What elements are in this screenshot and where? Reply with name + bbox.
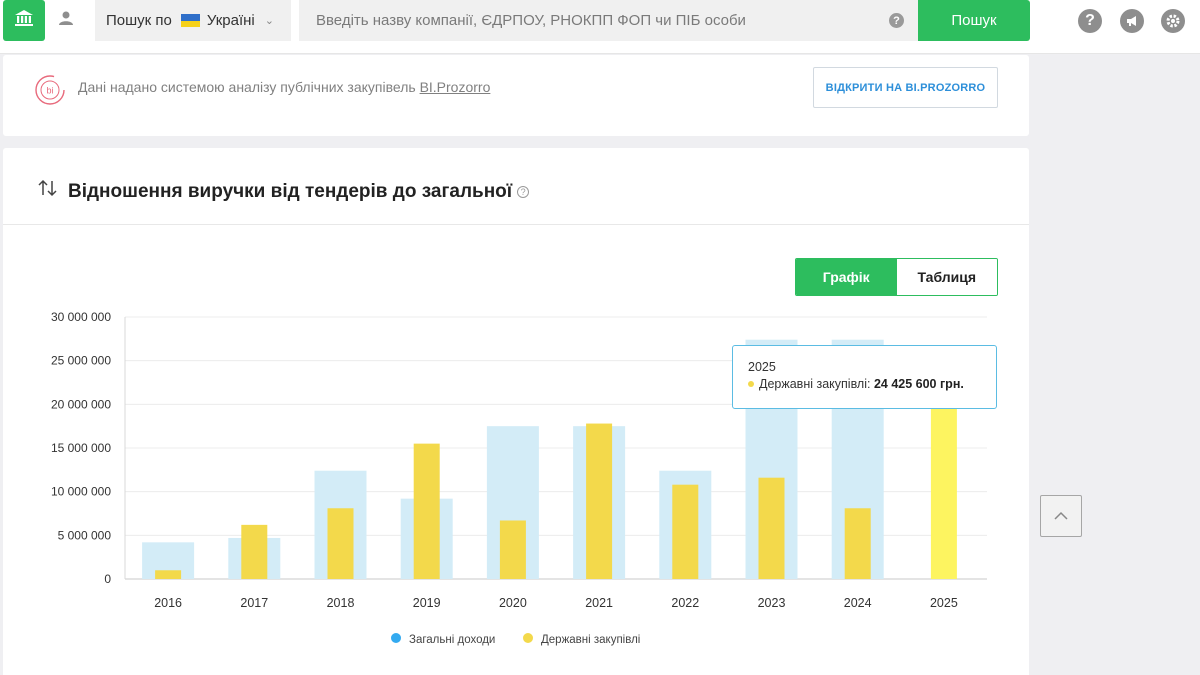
revenue-bar-chart: 0 5 000 000 10 000 000 15 000 000 20 000 000… bbox=[51, 310, 987, 646]
svg-text:bi: bi bbox=[46, 86, 53, 96]
scroll-to-top-button[interactable] bbox=[1040, 495, 1082, 537]
search-button[interactable]: Пошук bbox=[918, 0, 1030, 41]
y-tick-label: 0 bbox=[104, 572, 111, 586]
x-tick-label: 2025 bbox=[930, 596, 958, 610]
bar-gov-2019 bbox=[413, 443, 440, 579]
legend-total-marker bbox=[391, 633, 401, 643]
settings-icon[interactable] bbox=[1161, 9, 1185, 33]
x-tick-label: 2022 bbox=[671, 596, 699, 610]
view-toggle: Графік Таблиця bbox=[795, 258, 998, 296]
chart-tooltip: 2025 Державні закупівлі: 24 425 600 грн. bbox=[732, 345, 997, 409]
y-tick-label: 10 000 000 bbox=[51, 485, 111, 499]
x-tick-label: 2016 bbox=[154, 596, 182, 610]
x-tick-label: 2024 bbox=[844, 596, 872, 610]
x-tick-label: 2020 bbox=[499, 596, 527, 610]
country-label: Україні bbox=[206, 12, 255, 29]
y-tick-label: 30 000 000 bbox=[51, 310, 111, 324]
bar-gov-2023 bbox=[758, 477, 785, 579]
x-tick-label: 2018 bbox=[327, 596, 355, 610]
bar-gov-2022 bbox=[672, 484, 699, 579]
x-tick-label: 2023 bbox=[758, 596, 786, 610]
country-select[interactable]: Пошук по Україні ⌄ bbox=[95, 0, 291, 41]
data-source-text: Дані надано системою аналізу публічних з… bbox=[78, 79, 491, 95]
announcement-icon[interactable] bbox=[1120, 9, 1144, 33]
search-input[interactable] bbox=[316, 12, 876, 29]
legend-gov-label: Державні закупівлі bbox=[541, 634, 640, 646]
user-icon bbox=[58, 10, 74, 31]
chevron-down-icon: ⌄ bbox=[264, 15, 274, 27]
y-tick-label: 20 000 000 bbox=[51, 397, 111, 411]
section-title: Відношення виручки від тендерів до загал… bbox=[68, 181, 530, 203]
legend-total-label: Загальні доходи bbox=[409, 634, 495, 646]
y-tick-label: 5 000 000 bbox=[58, 528, 112, 542]
section-header: Відношення виручки від тендерів до загал… bbox=[3, 148, 1029, 225]
search-help-icon[interactable]: ? bbox=[889, 13, 904, 28]
sort-arrows-icon bbox=[36, 178, 60, 198]
revenue-ratio-card: Відношення виручки від тендерів до загал… bbox=[3, 148, 1029, 675]
x-tick-label: 2019 bbox=[413, 596, 441, 610]
home-button[interactable] bbox=[3, 0, 45, 41]
bar-gov-2017 bbox=[241, 524, 268, 579]
top-bar: Пошук по Україні ⌄ ? Пошук ? bbox=[0, 0, 1200, 54]
tab-table[interactable]: Таблиця bbox=[896, 259, 997, 295]
tooltip-year: 2025 bbox=[748, 360, 776, 374]
bi-prozorro-logo-icon: bi bbox=[34, 74, 66, 106]
bar-gov-2021 bbox=[586, 423, 613, 579]
y-tick-label: 25 000 000 bbox=[51, 354, 111, 368]
ukraine-flag-icon bbox=[180, 14, 200, 27]
legend-gov-marker bbox=[523, 633, 533, 643]
help-icon[interactable]: ? bbox=[517, 186, 530, 198]
data-source-card: bi Дані надано системою аналізу публічни… bbox=[3, 55, 1029, 136]
search-prefix-label: Пошук по bbox=[106, 12, 172, 29]
y-tick-label: 15 000 000 bbox=[51, 441, 111, 455]
search-field bbox=[299, 0, 919, 41]
bar-gov-2018 bbox=[327, 508, 354, 579]
bi-prozorro-link[interactable]: BI.Prozorro bbox=[419, 79, 491, 95]
x-tick-label: 2021 bbox=[585, 596, 613, 610]
chevron-up-icon bbox=[1054, 507, 1068, 525]
bar-gov-2020 bbox=[499, 520, 526, 579]
x-tick-label: 2017 bbox=[240, 596, 268, 610]
help-icon[interactable]: ? bbox=[1078, 9, 1102, 33]
bar-gov-2016 bbox=[155, 570, 182, 579]
open-bi-prozorro-button[interactable]: ВІДКРИТИ НА BI.PROZORRO bbox=[813, 67, 998, 108]
tooltip-dot-icon bbox=[748, 381, 754, 387]
bar-gov-2024 bbox=[844, 508, 871, 579]
user-button[interactable] bbox=[52, 5, 80, 35]
tooltip-row: Державні закупівлі: 24 425 600 грн. bbox=[748, 377, 996, 391]
tab-chart[interactable]: Графік bbox=[796, 259, 897, 295]
home-icon bbox=[14, 9, 34, 32]
